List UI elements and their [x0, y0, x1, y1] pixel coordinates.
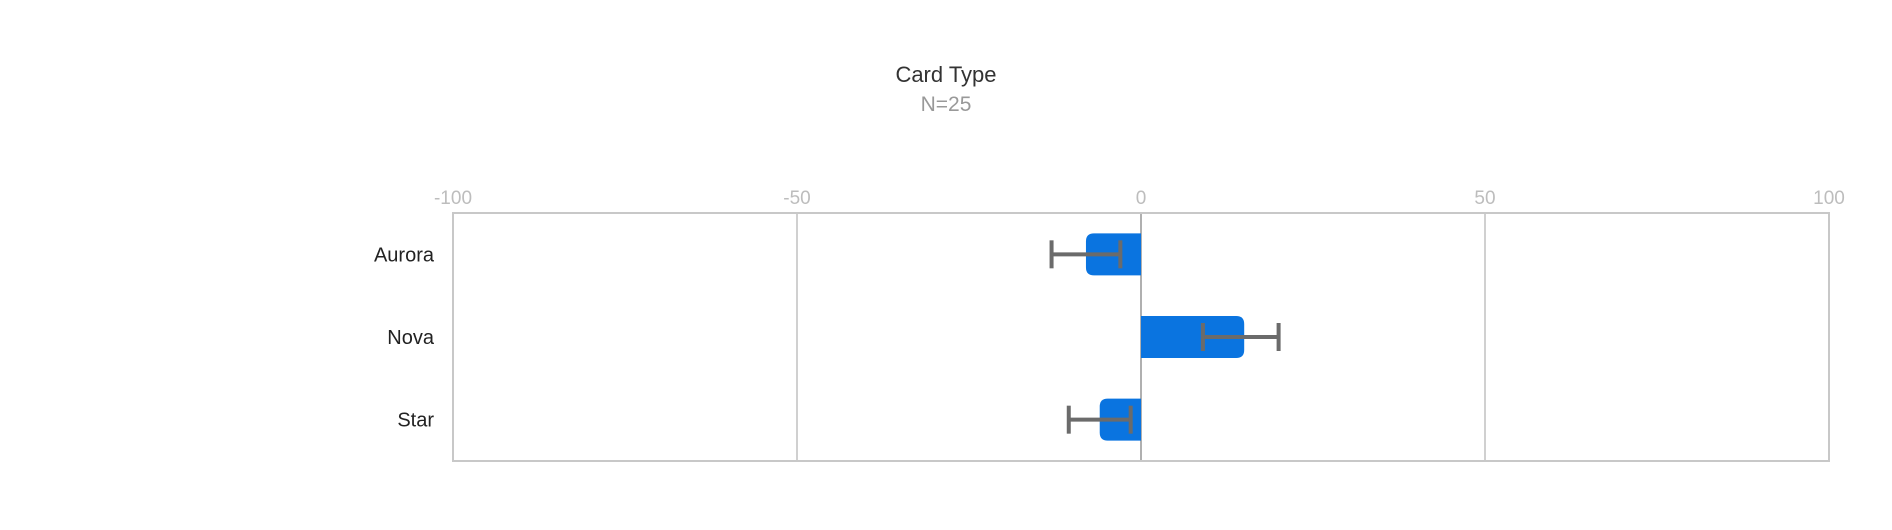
chart-subtitle: N=25 — [921, 93, 972, 116]
error-bars — [1049, 240, 1281, 434]
category-label: Aurora — [374, 244, 435, 266]
x-tick-label: 0 — [1136, 188, 1147, 209]
plot-frame — [452, 212, 1830, 462]
x-axis-ticks: -100 -50 0 50 100 — [434, 188, 1845, 209]
x-tick-label: -100 — [434, 188, 472, 209]
error-bar — [1066, 405, 1133, 434]
x-tick-label: 50 — [1474, 188, 1495, 209]
error-bar — [1049, 240, 1123, 269]
error-bar — [1200, 323, 1281, 351]
x-tick-label: 100 — [1813, 188, 1845, 209]
chart-title: Card Type — [895, 62, 996, 87]
category-label: Star — [397, 410, 434, 432]
category-label: Nova — [387, 327, 435, 349]
category-labels: Aurora Nova Star — [374, 244, 435, 431]
x-tick-label: -50 — [783, 188, 810, 209]
bar — [1141, 316, 1245, 358]
